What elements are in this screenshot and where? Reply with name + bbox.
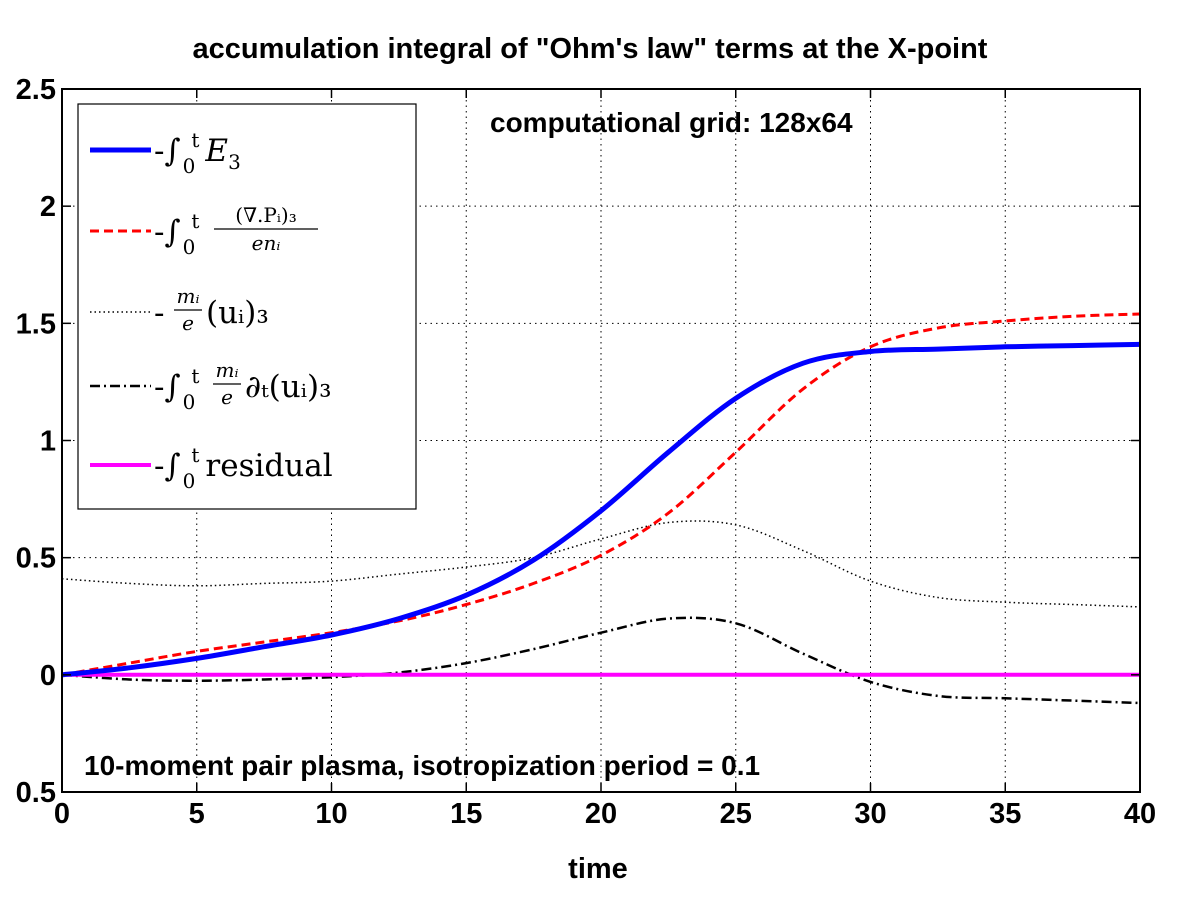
x-tick-label: 35 (989, 798, 1021, 830)
annotation-plasma: 10-moment pair plasma, isotropization pe… (84, 750, 760, 781)
y-tick-label: 1.5 (16, 308, 56, 340)
legend-box (77, 103, 417, 510)
y-tick-label: 0 (40, 660, 56, 692)
x-axis-label: time (568, 853, 628, 885)
x-tick-label: 10 (315, 798, 347, 830)
legend-term-acceleration: ∂ₜ(uᵢ)₃ (245, 369, 332, 405)
axes: 0 5 10 15 20 25 30 35 400.500.511.522.5 (16, 74, 1156, 830)
x-tick-label: 20 (585, 798, 617, 830)
legend-entry-residual: -∫ 0t residual (90, 443, 333, 493)
annotation-grid: computational grid: 128x64 (490, 107, 853, 138)
legend-label-pressure: -∫ 0t (154, 209, 199, 259)
legend-entry-velocity: - mᵢ e (uᵢ)₃ (90, 284, 269, 335)
series-line-e3 (61, 341, 1141, 678)
x-tick-label: 40 (1124, 798, 1156, 830)
y-tick-label: 2 (40, 191, 56, 223)
legend-label-residual: -∫ 0t residual (154, 443, 333, 493)
series-line-pressure-divergence (61, 312, 1141, 677)
legend-frac-num-velocity: mᵢ (177, 284, 200, 308)
legend-prefix-velocity: - (154, 295, 164, 331)
legend-frac-den-pressure: enᵢ (252, 231, 281, 255)
legend-frac-den-acceleration: e (221, 385, 233, 409)
y-tick-label: 1 (40, 426, 56, 458)
legend-frac-num-pressure: (∇.Pᵢ)₃ (235, 203, 296, 227)
x-tick-label: 15 (450, 798, 482, 830)
legend-entry-e3: -∫ 0t E3 (90, 128, 241, 178)
x-tick-label: 0 (54, 798, 70, 830)
series-lines (61, 312, 1141, 705)
x-tick-label: 25 (720, 798, 752, 830)
legend-frac-num-acceleration: mᵢ (216, 358, 239, 382)
legend-label-acceleration: -∫ 0t (154, 364, 199, 414)
x-tick-label: 30 (854, 798, 886, 830)
legend-entry-pressure: -∫ 0t (∇.Pᵢ)₃ enᵢ (90, 203, 318, 259)
legend-label-e3: -∫ 0t E3 (154, 128, 241, 178)
chart-title: accumulation integral of "Ohm's law" ter… (193, 33, 988, 65)
legend-term-velocity: (uᵢ)₃ (206, 295, 269, 331)
y-tick-label: 0.5 (16, 777, 56, 809)
legend-entry-acceleration: -∫ 0t mᵢ e ∂ₜ(uᵢ)₃ (90, 358, 332, 414)
x-tick-label: 5 (189, 798, 205, 830)
series-line-ion-velocity (61, 520, 1141, 608)
legend-frac-den-velocity: e (182, 311, 194, 335)
legend: -∫ 0t E3 -∫ 0t (∇.Pᵢ)₃ enᵢ - mᵢ e (uᵢ)₃ (77, 103, 417, 510)
y-tick-label: 0.5 (16, 543, 56, 575)
series-line-ion-acceleration (61, 616, 1141, 705)
y-tick-label: 2.5 (16, 74, 56, 106)
